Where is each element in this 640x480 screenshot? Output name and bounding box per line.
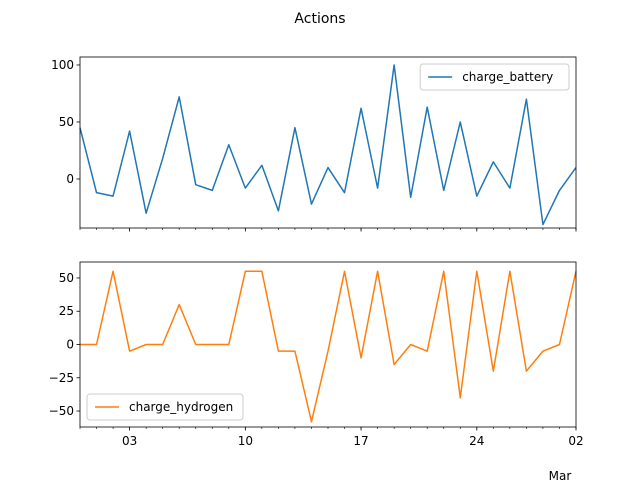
y-tick-label: 0 bbox=[66, 172, 74, 186]
y-tick-label: −25 bbox=[49, 371, 74, 385]
y-tick-label: 0 bbox=[66, 338, 74, 352]
x-tick-label: 02 bbox=[568, 434, 583, 448]
y-tick-label: 25 bbox=[59, 304, 74, 318]
legend-box bbox=[86, 393, 244, 421]
x-month-label: Mar bbox=[549, 469, 572, 480]
legend: charge_hydrogen bbox=[86, 393, 244, 421]
axes-frame bbox=[79, 261, 577, 428]
legend-label: charge_hydrogen bbox=[129, 400, 233, 414]
legend-label: charge_battery bbox=[462, 70, 553, 84]
y-tick-label: 50 bbox=[59, 115, 74, 129]
legend: charge_battery bbox=[419, 63, 570, 91]
legend-box bbox=[419, 63, 570, 91]
x-tick-label: 17 bbox=[353, 434, 368, 448]
x-tick-label: 10 bbox=[238, 434, 253, 448]
series-line-charge_hydrogen bbox=[80, 270, 577, 423]
x-tick-label: 03 bbox=[122, 434, 137, 448]
battery-panel: 0 50 100 charge_battery bbox=[51, 56, 577, 232]
axes-frame bbox=[79, 56, 577, 229]
y-tick-label: 100 bbox=[51, 58, 74, 72]
y-tick-label: 50 bbox=[59, 271, 74, 285]
y-tick-label: −50 bbox=[49, 404, 74, 418]
hydrogen-panel: −50 −25 0 25 50 03 10 17 24 02 charge_hydrogen bbox=[49, 261, 584, 448]
chart-title: Actions bbox=[294, 11, 345, 27]
x-tick-label: 24 bbox=[469, 434, 484, 448]
series-line-charge_battery bbox=[79, 64, 577, 226]
